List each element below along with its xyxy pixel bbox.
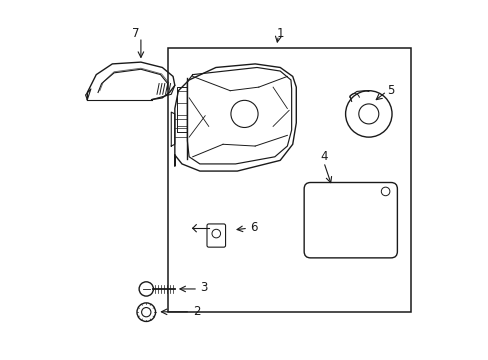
Text: 5: 5 [386, 84, 394, 97]
Text: 4: 4 [320, 150, 327, 163]
Text: 6: 6 [249, 221, 257, 234]
Text: 3: 3 [200, 282, 207, 294]
Text: 1: 1 [276, 27, 284, 40]
Bar [167, 48, 410, 312]
Text: 2: 2 [192, 305, 200, 318]
Text: 7: 7 [132, 27, 139, 40]
